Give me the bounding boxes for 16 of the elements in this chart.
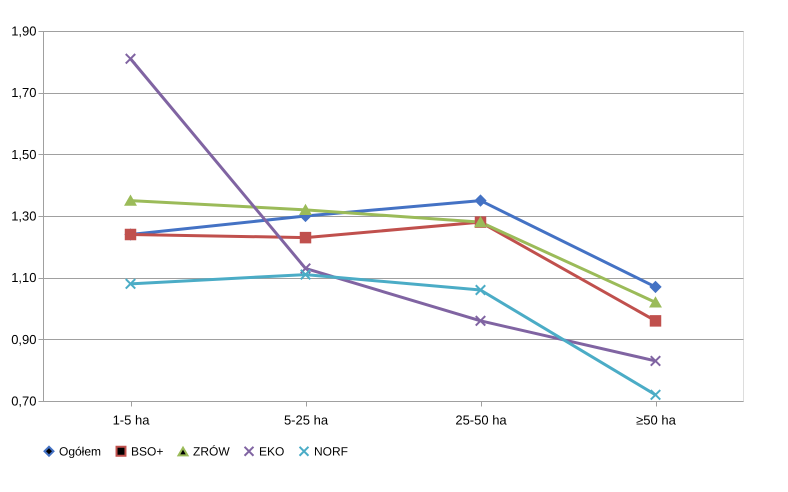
y-tick-label: 0,70 xyxy=(11,394,36,408)
legend-label: Ogółem xyxy=(59,444,102,458)
legend-label: EKO xyxy=(259,444,284,458)
y-tick-label: 0,90 xyxy=(11,332,36,347)
legend-label: NORF xyxy=(314,444,348,458)
x-tick-label: 1-5 ha xyxy=(112,412,150,428)
y-tick-label: 1,30 xyxy=(11,208,36,224)
y-tick-label: 1,50 xyxy=(11,146,36,162)
x-tick-label: 5-25 ha xyxy=(284,412,329,428)
y-tick-label: 1,10 xyxy=(11,270,36,286)
legend-label: BSO+ xyxy=(131,444,164,458)
y-tick-label: 1,90 xyxy=(11,24,36,38)
legend-label: ZRÓW xyxy=(193,444,230,459)
x-tick-label: 25-50 ha xyxy=(455,412,508,428)
y-tick-label: 1,70 xyxy=(11,85,36,100)
x-tick-label: ≥50 ha xyxy=(636,412,677,428)
